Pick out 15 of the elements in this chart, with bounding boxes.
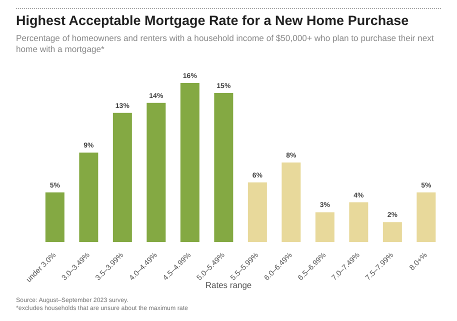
bar bbox=[349, 202, 368, 242]
bar bbox=[146, 102, 166, 242]
chart-title: Highest Acceptable Mortgage Rate for a New Home Purchase bbox=[16, 13, 409, 28]
bar bbox=[416, 192, 436, 242]
bar bbox=[382, 222, 402, 242]
bar bbox=[79, 152, 98, 242]
bar bbox=[180, 83, 200, 242]
x-axis-title: Rates range bbox=[205, 280, 252, 290]
bar bbox=[112, 112, 132, 242]
bar bbox=[45, 192, 64, 242]
bar bbox=[282, 162, 301, 242]
bar bbox=[315, 212, 334, 242]
bar bbox=[248, 182, 267, 242]
bar bbox=[214, 92, 234, 242]
chart-subtitle: Percentage of homeowners and renters with a household income of $50,000+ who plan to purchase their next home with a mortgage* bbox=[16, 33, 435, 55]
